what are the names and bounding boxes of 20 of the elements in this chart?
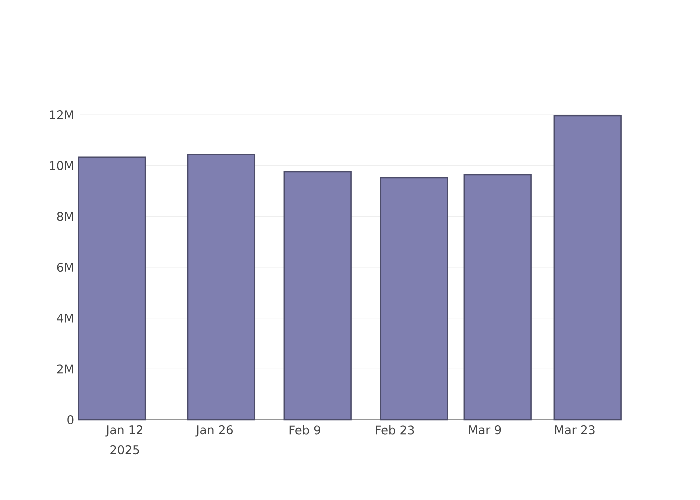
y-tick-label: 4M <box>57 314 74 323</box>
x-tick-label: Feb 23 <box>376 426 414 435</box>
bar <box>187 154 256 421</box>
x-tick-label: Jan 26 <box>196 426 233 437</box>
x-tick-label: Mar 9 <box>469 426 502 435</box>
bar <box>554 115 622 421</box>
y-tick-label: 8M <box>57 212 74 222</box>
y-tick-label: 0 <box>68 415 74 425</box>
x-tick-label: Mar 23 <box>555 426 595 435</box>
y-tick-label: 10M <box>50 161 74 170</box>
bar <box>284 171 352 421</box>
y-tick-label: 2M <box>57 364 74 374</box>
y-tick-label: 12M <box>50 110 74 120</box>
text: 2025 <box>110 446 140 455</box>
x-tick-label: Feb 9 <box>290 426 320 435</box>
bar <box>78 156 146 421</box>
x-tick-label: Jan 12 <box>106 426 143 437</box>
bar <box>380 177 448 421</box>
bar <box>464 174 532 421</box>
y-tick-label: 6M <box>57 262 74 272</box>
